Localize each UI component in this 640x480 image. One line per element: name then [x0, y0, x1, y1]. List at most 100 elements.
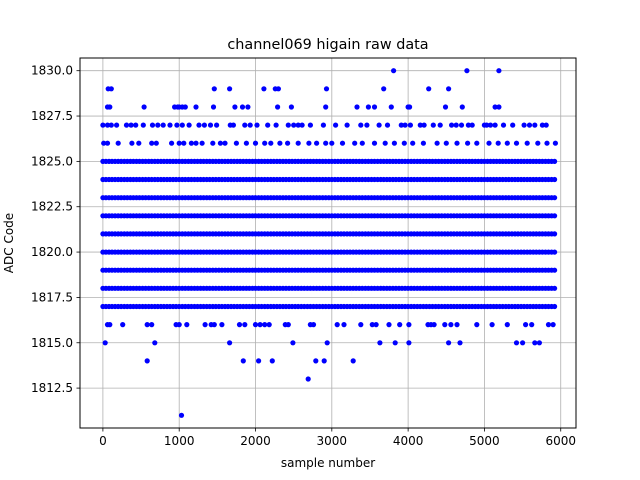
- data-point: [406, 322, 412, 328]
- data-point: [262, 322, 268, 328]
- data-point: [543, 122, 549, 128]
- data-point: [288, 104, 294, 110]
- x-tick-label: 0: [99, 434, 107, 448]
- data-point: [446, 340, 452, 346]
- data-point: [484, 122, 490, 128]
- x-tick-label: 6000: [545, 434, 576, 448]
- data-point: [222, 140, 228, 146]
- data-point: [310, 322, 317, 328]
- data-point: [176, 140, 182, 146]
- data-point: [371, 140, 378, 146]
- data-point: [513, 340, 520, 346]
- data-point: [186, 122, 192, 128]
- data-point: [421, 122, 427, 128]
- data-point: [489, 322, 495, 328]
- data-point: [373, 322, 379, 328]
- data-point: [144, 358, 150, 364]
- data-point: [401, 140, 407, 146]
- data-point: [487, 122, 494, 128]
- data-point: [391, 140, 397, 146]
- data-point: [382, 140, 388, 146]
- data-point: [227, 340, 233, 346]
- data-point: [442, 322, 448, 328]
- data-point: [275, 104, 281, 110]
- data-point: [529, 322, 535, 328]
- data-point: [108, 86, 114, 92]
- data-point: [446, 86, 452, 92]
- data-point: [465, 140, 471, 146]
- data-point: [504, 140, 510, 146]
- data-point: [420, 140, 426, 146]
- data-point: [449, 122, 455, 128]
- data-point: [299, 122, 305, 128]
- data-point: [107, 322, 113, 328]
- data-point: [552, 158, 558, 164]
- data-point: [153, 140, 159, 146]
- y-tick-label: 1817.5: [31, 290, 73, 304]
- data-point: [407, 104, 413, 110]
- data-point: [242, 122, 248, 128]
- data-point: [252, 140, 259, 146]
- data-point: [398, 122, 404, 128]
- data-point: [193, 140, 199, 146]
- data-point: [169, 140, 175, 146]
- data-point: [305, 376, 311, 382]
- data-point: [324, 340, 330, 346]
- data-point: [402, 122, 408, 128]
- data-point: [141, 104, 147, 110]
- data-points: [100, 68, 559, 418]
- data-point: [307, 122, 313, 128]
- data-point: [202, 322, 208, 328]
- data-point: [448, 322, 454, 328]
- data-point: [434, 140, 440, 146]
- data-point: [295, 122, 301, 128]
- data-point: [321, 358, 327, 364]
- data-point: [207, 122, 214, 128]
- data-point: [443, 140, 449, 146]
- data-point: [386, 322, 392, 328]
- x-axis-ticks: 0 1000 2000 3000 4000 5000 6000: [99, 428, 576, 448]
- data-point: [552, 195, 558, 201]
- data-point: [384, 122, 391, 128]
- data-point: [492, 104, 498, 110]
- data-point: [545, 322, 552, 328]
- data-point: [211, 322, 217, 328]
- data-point: [350, 358, 356, 364]
- data-point: [376, 122, 382, 128]
- data-point: [101, 140, 107, 146]
- x-tick-label: 5000: [469, 434, 500, 448]
- y-tick-label: 1830.0: [31, 64, 73, 78]
- data-point: [539, 122, 546, 128]
- data-point: [252, 322, 259, 328]
- data-point: [495, 140, 501, 146]
- data-point: [344, 122, 350, 128]
- data-point: [391, 68, 397, 74]
- data-point: [136, 140, 142, 146]
- data-point: [464, 68, 470, 74]
- data-point: [358, 122, 364, 128]
- data-point: [155, 122, 161, 128]
- data-point: [265, 122, 271, 128]
- data-point: [243, 140, 249, 146]
- data-point: [123, 122, 130, 128]
- data-point: [261, 86, 267, 92]
- data-point: [552, 176, 558, 183]
- data-point: [392, 340, 398, 346]
- data-point: [474, 322, 480, 328]
- data-point: [552, 267, 558, 273]
- data-point: [247, 122, 253, 128]
- data-point: [552, 140, 559, 146]
- data-point: [295, 140, 301, 146]
- data-point: [140, 122, 146, 128]
- y-tick-label: 1820.0: [31, 245, 73, 259]
- data-point: [285, 140, 291, 146]
- data-point: [306, 140, 312, 146]
- data-point: [268, 140, 274, 146]
- data-point: [496, 68, 502, 74]
- data-point: [266, 322, 272, 328]
- data-point: [199, 140, 205, 146]
- data-point: [474, 140, 480, 146]
- data-point: [196, 122, 202, 128]
- data-point: [552, 249, 558, 255]
